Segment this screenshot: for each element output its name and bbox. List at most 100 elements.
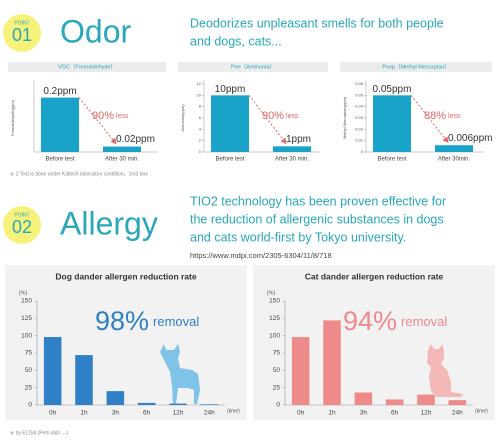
annotation-text: less (286, 113, 299, 120)
y-tick-label: 0.05 (355, 92, 364, 97)
chart-title: Cat dander allergen reduction rate (305, 271, 444, 281)
source-link: https://www.mdpi.com/2305-6304/11/8/718 (190, 251, 332, 260)
chart-title-bar (8, 62, 166, 72)
annotation-text: removal (153, 314, 199, 329)
x-tick-label: 12h (421, 410, 432, 417)
annotation-value: 98% (95, 306, 149, 336)
y-tick-label: 125 (269, 315, 280, 322)
y-tick-label: 0 (199, 149, 202, 154)
bar (373, 95, 411, 152)
value-label: 1ppm (286, 134, 311, 145)
bar (200, 404, 219, 405)
annotation: 94% removal (343, 306, 447, 336)
annotation-text: less (116, 113, 129, 120)
y-tick-label: 100 (21, 332, 32, 339)
bar (75, 355, 93, 405)
y-axis-label: Methyl Mercaptan(ppm) (342, 96, 347, 139)
badge (3, 14, 41, 52)
value-label: 10ppm (215, 84, 246, 95)
annotation-value: 90% (92, 110, 114, 122)
y-tick-label: 0.01 (355, 138, 364, 143)
x-tick-label: 12h (173, 410, 184, 417)
footnote: ※ 2 Test is done under Kaltech laborator… (10, 171, 148, 177)
x-tick-label: 24h (204, 410, 215, 417)
x-tick-label: Before test (377, 157, 406, 163)
badge-label: POINT (14, 20, 29, 26)
x-tick-label: 0h (49, 410, 57, 417)
section-description: TIO2 technology has been proven effectiv… (190, 194, 446, 208)
y-tick-label: 12 (197, 81, 202, 86)
x-tick-label: After 30min. (438, 157, 471, 163)
annotation-value: 88% (424, 110, 446, 122)
chart-title: VOC（Formaldehyde） (58, 63, 116, 70)
y-tick-label: 0.03 (355, 115, 364, 120)
x-tick-label: 3h (112, 410, 120, 417)
bar (385, 399, 404, 405)
y-unit: (%) (19, 290, 28, 296)
x-tick-label: 24h (452, 410, 463, 417)
chart-title: Dog dander allergen reduction rate (55, 271, 196, 281)
bar (106, 391, 125, 405)
bar (354, 392, 373, 405)
bar (448, 400, 467, 405)
x-tick-label: 0h (297, 410, 305, 417)
bar (103, 146, 141, 152)
bar (291, 337, 310, 405)
bar (273, 146, 311, 152)
annotation-value: 90% (262, 110, 284, 122)
annotation: 98% removal (95, 306, 199, 336)
bar (211, 95, 249, 152)
dog-icon (160, 344, 200, 404)
x-unit: (time) (227, 408, 240, 414)
y-tick-label: 10 (197, 92, 202, 97)
bar (169, 403, 187, 405)
x-tick-label: 6h (143, 410, 151, 417)
bar (417, 394, 435, 405)
bar (435, 145, 473, 152)
y-axis-label: Formaldehyde(ppm) (10, 99, 15, 136)
x-tick-label: Before test (45, 157, 74, 163)
chart-title-bar (178, 62, 328, 72)
y-tick-label: 0.02 (355, 126, 364, 131)
value-label: 0.05ppm (373, 84, 412, 95)
y-tick-label: 125 (21, 315, 32, 322)
y-tick-label: 0 (28, 402, 32, 409)
bar (41, 97, 79, 152)
x-tick-label: 1h (328, 410, 336, 417)
y-tick-label: 8 (199, 104, 202, 109)
chart-title: Poop（Methyl Mercaptan） (382, 63, 450, 70)
x-tick-label: 1h (80, 410, 88, 417)
section-description: the reduction of allergenic substances i… (190, 212, 444, 226)
value-label: 0.02ppm (116, 134, 155, 145)
chart-title: Pee（Ammonia） (231, 63, 275, 70)
y-tick-label: 25 (273, 384, 281, 391)
badge (3, 206, 41, 244)
y-tick-label: 4 (199, 126, 202, 131)
arrow (410, 95, 449, 143)
badge-label: POINT (14, 212, 29, 218)
y-tick-label: 6 (199, 115, 202, 120)
annotation-text: removal (401, 314, 447, 329)
y-tick-label: 75 (25, 350, 33, 357)
y-tick-label: 150 (21, 298, 32, 305)
x-tick-label: After 30 min. (105, 157, 139, 163)
y-tick-label: 0 (276, 402, 280, 409)
annotation-value: 94% (343, 306, 397, 336)
y-tick-label: 0 (361, 149, 364, 154)
y-unit: (%) (267, 290, 276, 296)
x-tick-label: 6h (391, 410, 399, 417)
y-tick-label: 50 (25, 367, 33, 374)
y-tick-label: 0.04 (355, 104, 364, 109)
bar (323, 320, 341, 405)
y-tick-label: 75 (273, 350, 281, 357)
section-description: and cats world-first by Tokyo university… (190, 230, 406, 244)
section-title: Allergy (60, 205, 158, 241)
bar (43, 337, 62, 405)
arrow (78, 97, 117, 145)
annotation-text: less (448, 113, 461, 120)
chart-title-bar (340, 62, 492, 72)
x-tick-label: After 30 min. (275, 157, 309, 163)
annotation: 88% less (424, 110, 461, 122)
y-tick-label: 25 (25, 384, 33, 391)
